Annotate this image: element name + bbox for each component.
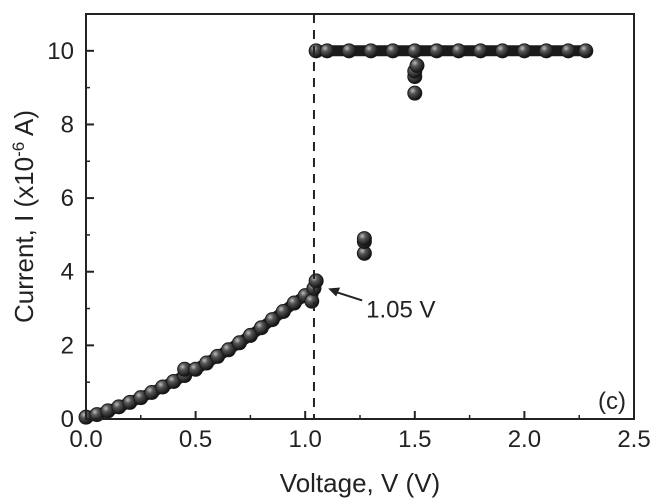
data-point: [210, 348, 226, 364]
data-point: [516, 43, 532, 59]
plot-area-frame: [85, 13, 635, 420]
data-point: [356, 231, 372, 247]
data-point: [231, 335, 247, 351]
x-tick-label: 0.5: [179, 426, 212, 453]
voltage-annotation: 1.05 V: [328, 287, 436, 323]
data-point: [363, 43, 379, 59]
x-tick-label: 0.0: [69, 426, 102, 453]
data-point: [494, 43, 510, 59]
y-tick-label: 2: [61, 332, 74, 359]
x-tick-label: 1.0: [289, 426, 322, 453]
y-tick-label: 8: [61, 111, 74, 138]
data-point: [275, 303, 291, 319]
panel-label: (c): [598, 388, 626, 415]
data-point: [319, 43, 335, 59]
y-tick-label: 0: [61, 406, 74, 433]
y-axis-title: Current, I (x10-6 A): [9, 110, 39, 323]
data-point: [199, 355, 215, 371]
y-axis-title-superscript: -6: [9, 142, 28, 157]
data-point: [429, 43, 445, 59]
data-point: [538, 43, 554, 59]
data-point: [341, 43, 357, 59]
data-point: [304, 293, 320, 309]
data-point: [286, 295, 302, 311]
y-tick-label: 4: [61, 259, 74, 286]
data-density-bands: [80, 45, 592, 423]
data-point: [308, 273, 324, 289]
y-tick-label: 10: [47, 38, 74, 65]
data-point: [407, 43, 423, 59]
y-tick-label: 6: [61, 185, 74, 212]
annotation-arrow-head: [328, 287, 341, 297]
data-point: [451, 43, 467, 59]
data-point: [578, 43, 594, 59]
data-point: [253, 320, 269, 336]
data-point: [407, 85, 423, 101]
y-axis-title-main: Current, I (x10: [9, 157, 39, 323]
data-point: [409, 58, 425, 74]
x-axis-ticks: 0.0 0.5 1.0 1.5 2.0 2.5: [69, 411, 651, 453]
annotation-arrow-shaft: [333, 290, 363, 302]
ohmic-branch-band: [80, 275, 322, 423]
data-point: [220, 342, 236, 358]
x-tick-label: 2.0: [508, 426, 541, 453]
x-tick-label: 1.5: [398, 426, 431, 453]
data-point: [242, 327, 258, 343]
x-tick-label: 2.5: [617, 426, 650, 453]
x-axis-title: Voltage, V (V): [280, 468, 440, 498]
y-axis-ticks: 0 2 4 6 8 10: [47, 38, 94, 433]
data-points: [78, 43, 594, 425]
annotation-label: 1.05 V: [366, 296, 435, 323]
data-point: [264, 312, 280, 328]
data-point: [473, 43, 489, 59]
data-point: [385, 43, 401, 59]
data-point: [560, 43, 576, 59]
y-axis-title-tail: A): [9, 110, 39, 142]
